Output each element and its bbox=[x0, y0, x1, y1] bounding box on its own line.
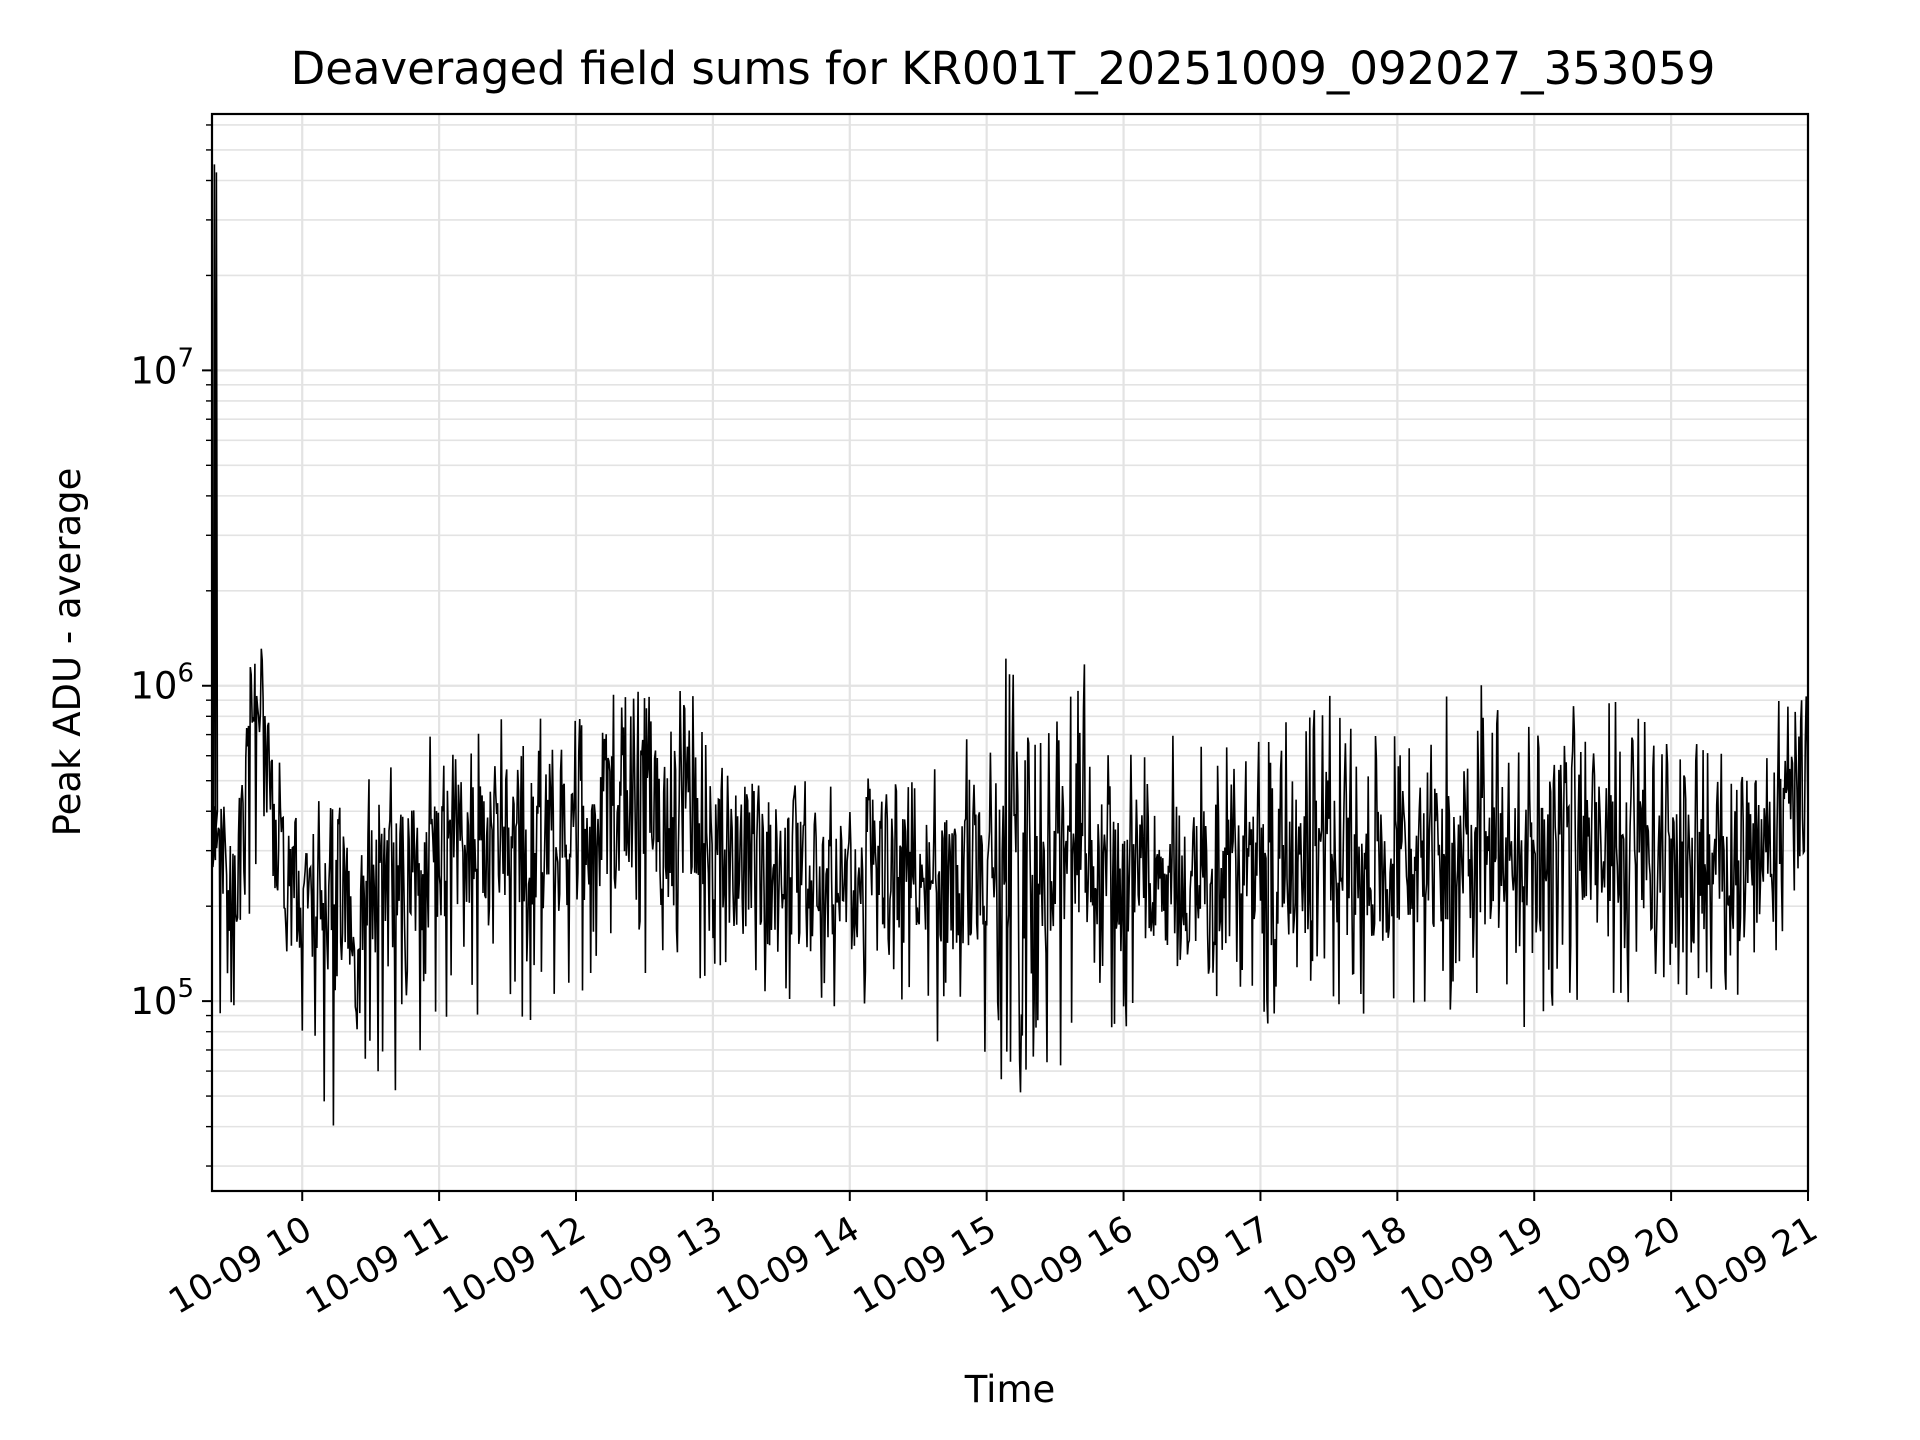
y-axis-ticks: 105 106 107 bbox=[130, 124, 212, 1167]
y-tick-label: 106 bbox=[130, 659, 194, 708]
y-tick-label: 107 bbox=[130, 343, 194, 392]
series-line bbox=[211, 164, 1809, 1126]
series-path bbox=[211, 164, 1809, 1126]
y-tick-label: 105 bbox=[130, 974, 194, 1023]
y-axis-label: Peak ADU - average bbox=[46, 468, 89, 837]
chart-title: Deaveraged field sums for KR001T_2025100… bbox=[291, 42, 1716, 95]
x-axis-label: Time bbox=[964, 1368, 1056, 1411]
plot-frame bbox=[210, 112, 1810, 1193]
